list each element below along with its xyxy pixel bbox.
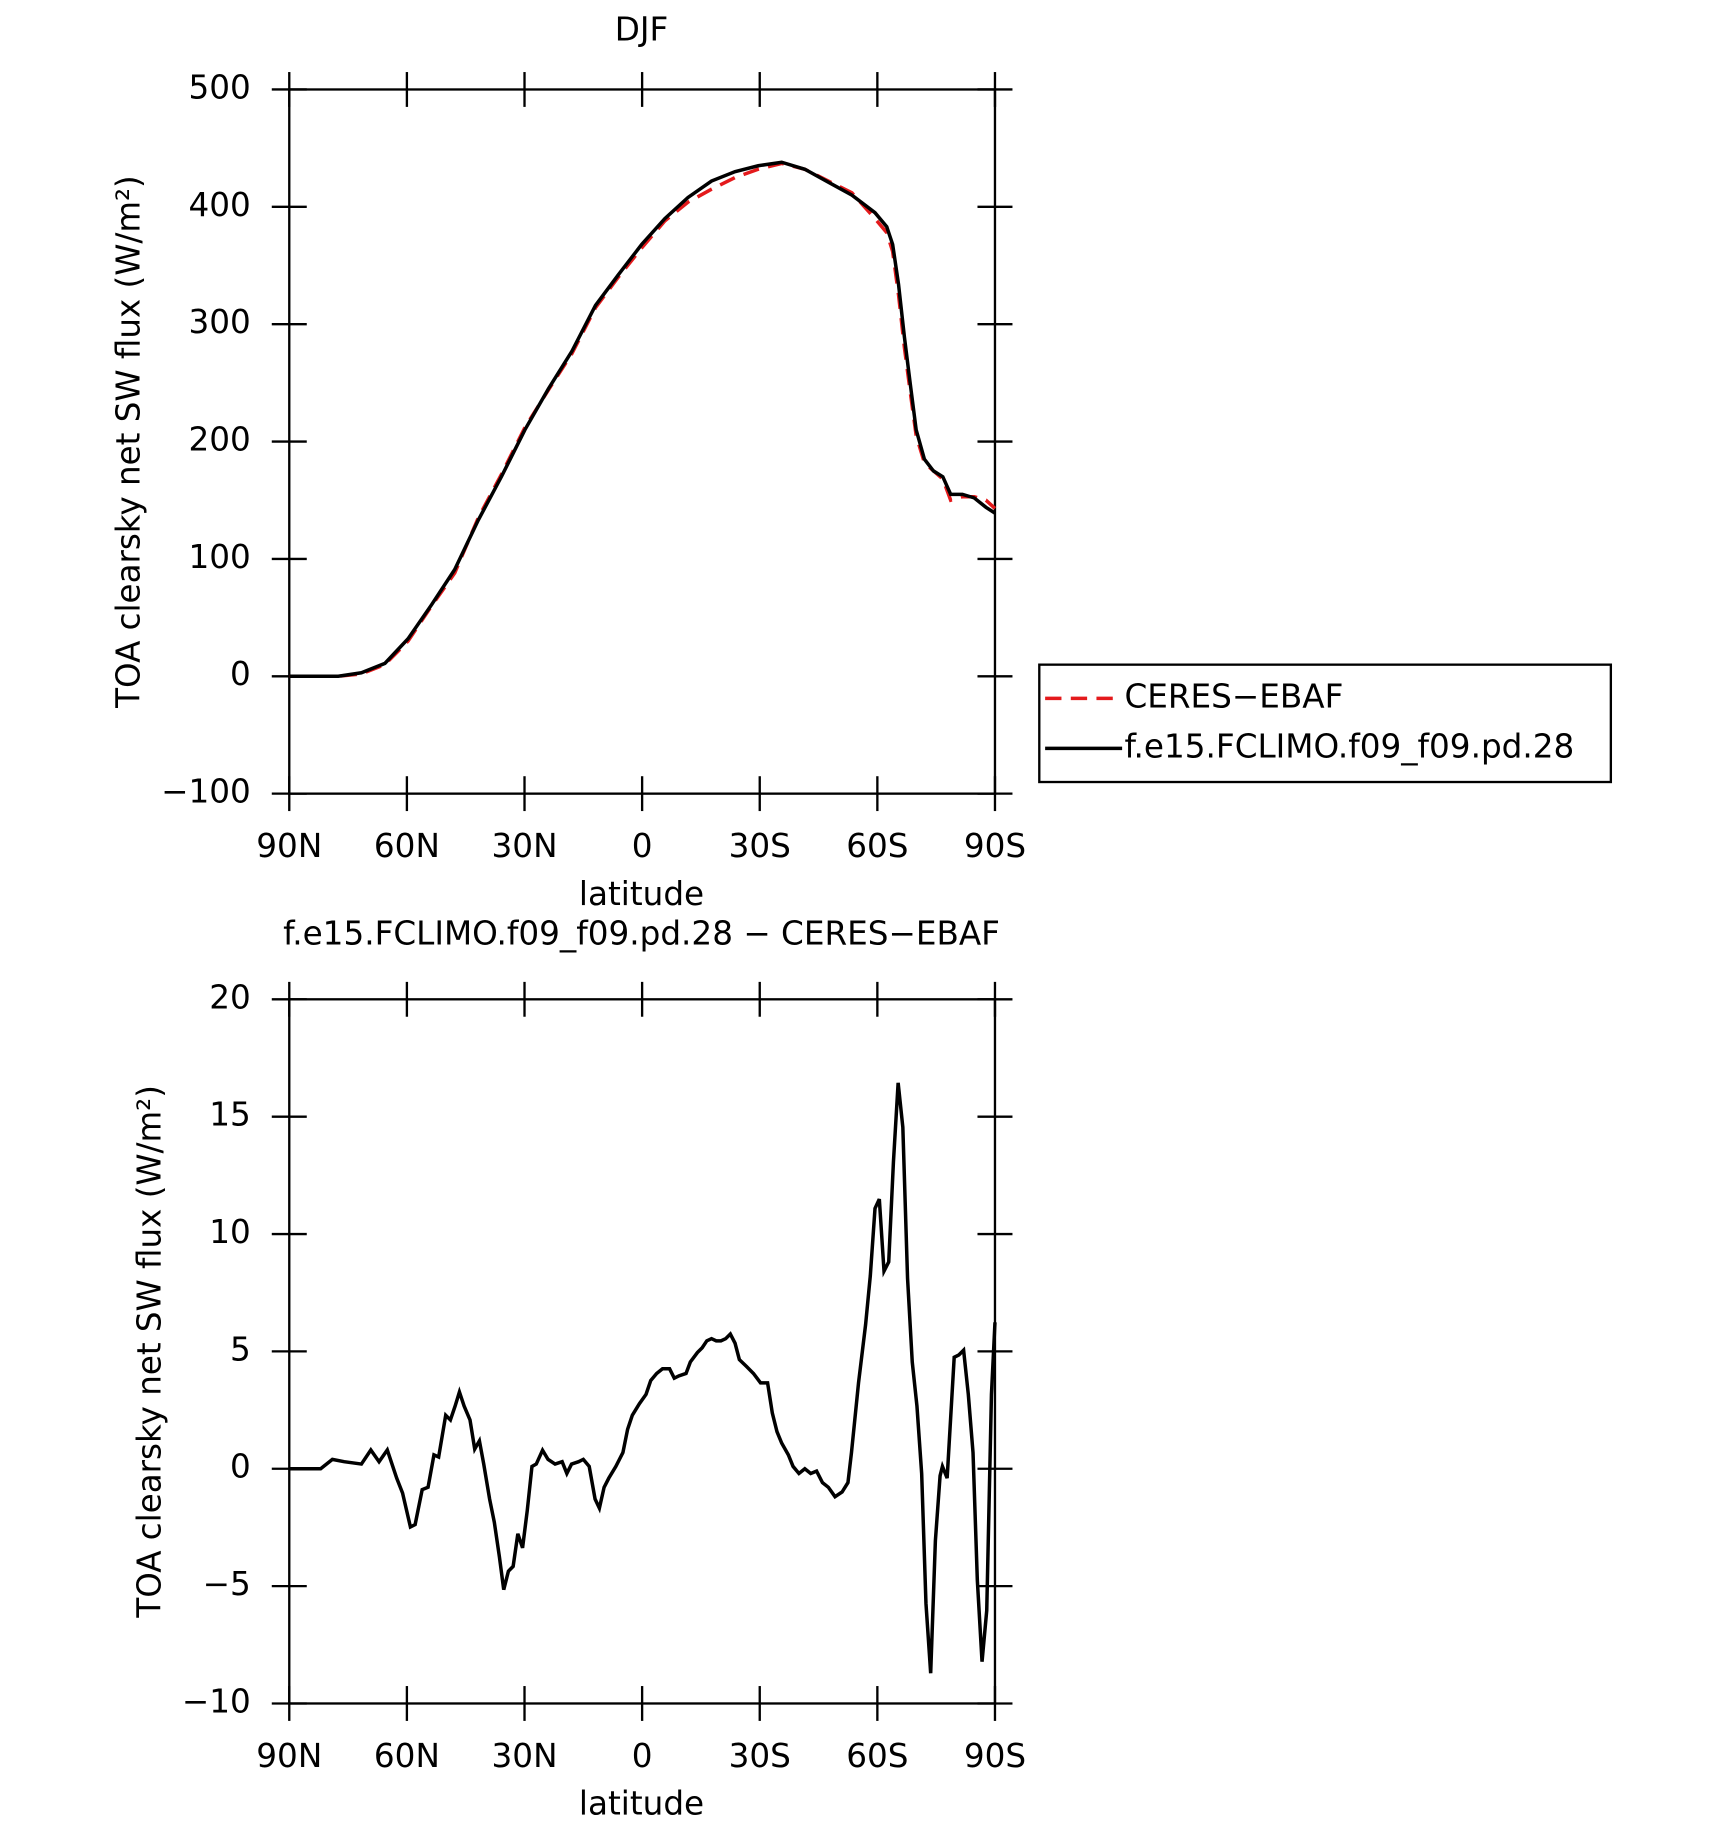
y-axis-label: TOA clearsky net SW flux (W/m²) <box>131 1085 169 1619</box>
x-tick-label: 30N <box>492 827 558 865</box>
x-axis-label: latitude <box>579 1785 704 1822</box>
x-axis-label: latitude <box>579 875 704 913</box>
data-line <box>289 161 997 679</box>
y-tick-label: 200 <box>188 421 250 459</box>
plot-frame <box>288 998 997 1705</box>
y-tick-label: 20 <box>209 978 251 1016</box>
x-tick-label: 60S <box>846 827 908 865</box>
y-tick-label: 10 <box>209 1213 251 1251</box>
x-tick-label: 30S <box>729 1737 791 1775</box>
legend-label: f.e15.FCLIMO.f09_f09.pd.28 <box>1124 727 1574 765</box>
y-tick-label: 100 <box>188 538 250 576</box>
x-tick-label: 90N <box>256 827 322 865</box>
x-tick-label: 60N <box>374 827 440 865</box>
y-tick-label: −5 <box>203 1565 251 1603</box>
y-tick-label: −100 <box>161 773 251 811</box>
y-tick-label: 0 <box>230 655 251 693</box>
x-tick-label: 0 <box>632 1737 653 1775</box>
y-tick-label: 300 <box>188 303 250 341</box>
x-tick-label: 60N <box>374 1737 440 1775</box>
plot-frame <box>288 88 997 795</box>
x-tick-label: 90S <box>964 1737 1026 1775</box>
legend-label: CERES−EBAF <box>1124 677 1343 715</box>
x-tick-label: 30N <box>492 1737 558 1775</box>
legend-box <box>1038 663 1613 784</box>
y-tick-label: 500 <box>188 69 250 107</box>
chart-title: f.e15.FCLIMO.f09_f09.pd.28 − CERES−EBAF <box>283 914 1000 952</box>
x-tick-label: 90N <box>256 1737 322 1775</box>
y-tick-label: 15 <box>209 1096 251 1134</box>
x-tick-label: 90S <box>964 827 1026 865</box>
data-line <box>289 1082 997 1674</box>
y-tick-label: −10 <box>182 1683 251 1721</box>
x-tick-label: 30S <box>729 827 791 865</box>
y-tick-label: 0 <box>230 1448 251 1486</box>
x-tick-label: 60S <box>846 1737 908 1775</box>
y-tick-label: 400 <box>188 186 250 224</box>
y-axis-label: TOA clearsky net SW flux (W/m²) <box>110 175 148 709</box>
data-line <box>289 160 996 679</box>
x-tick-label: 0 <box>632 827 653 865</box>
y-tick-label: 5 <box>230 1330 251 1368</box>
chart-title: DJF <box>615 10 669 48</box>
